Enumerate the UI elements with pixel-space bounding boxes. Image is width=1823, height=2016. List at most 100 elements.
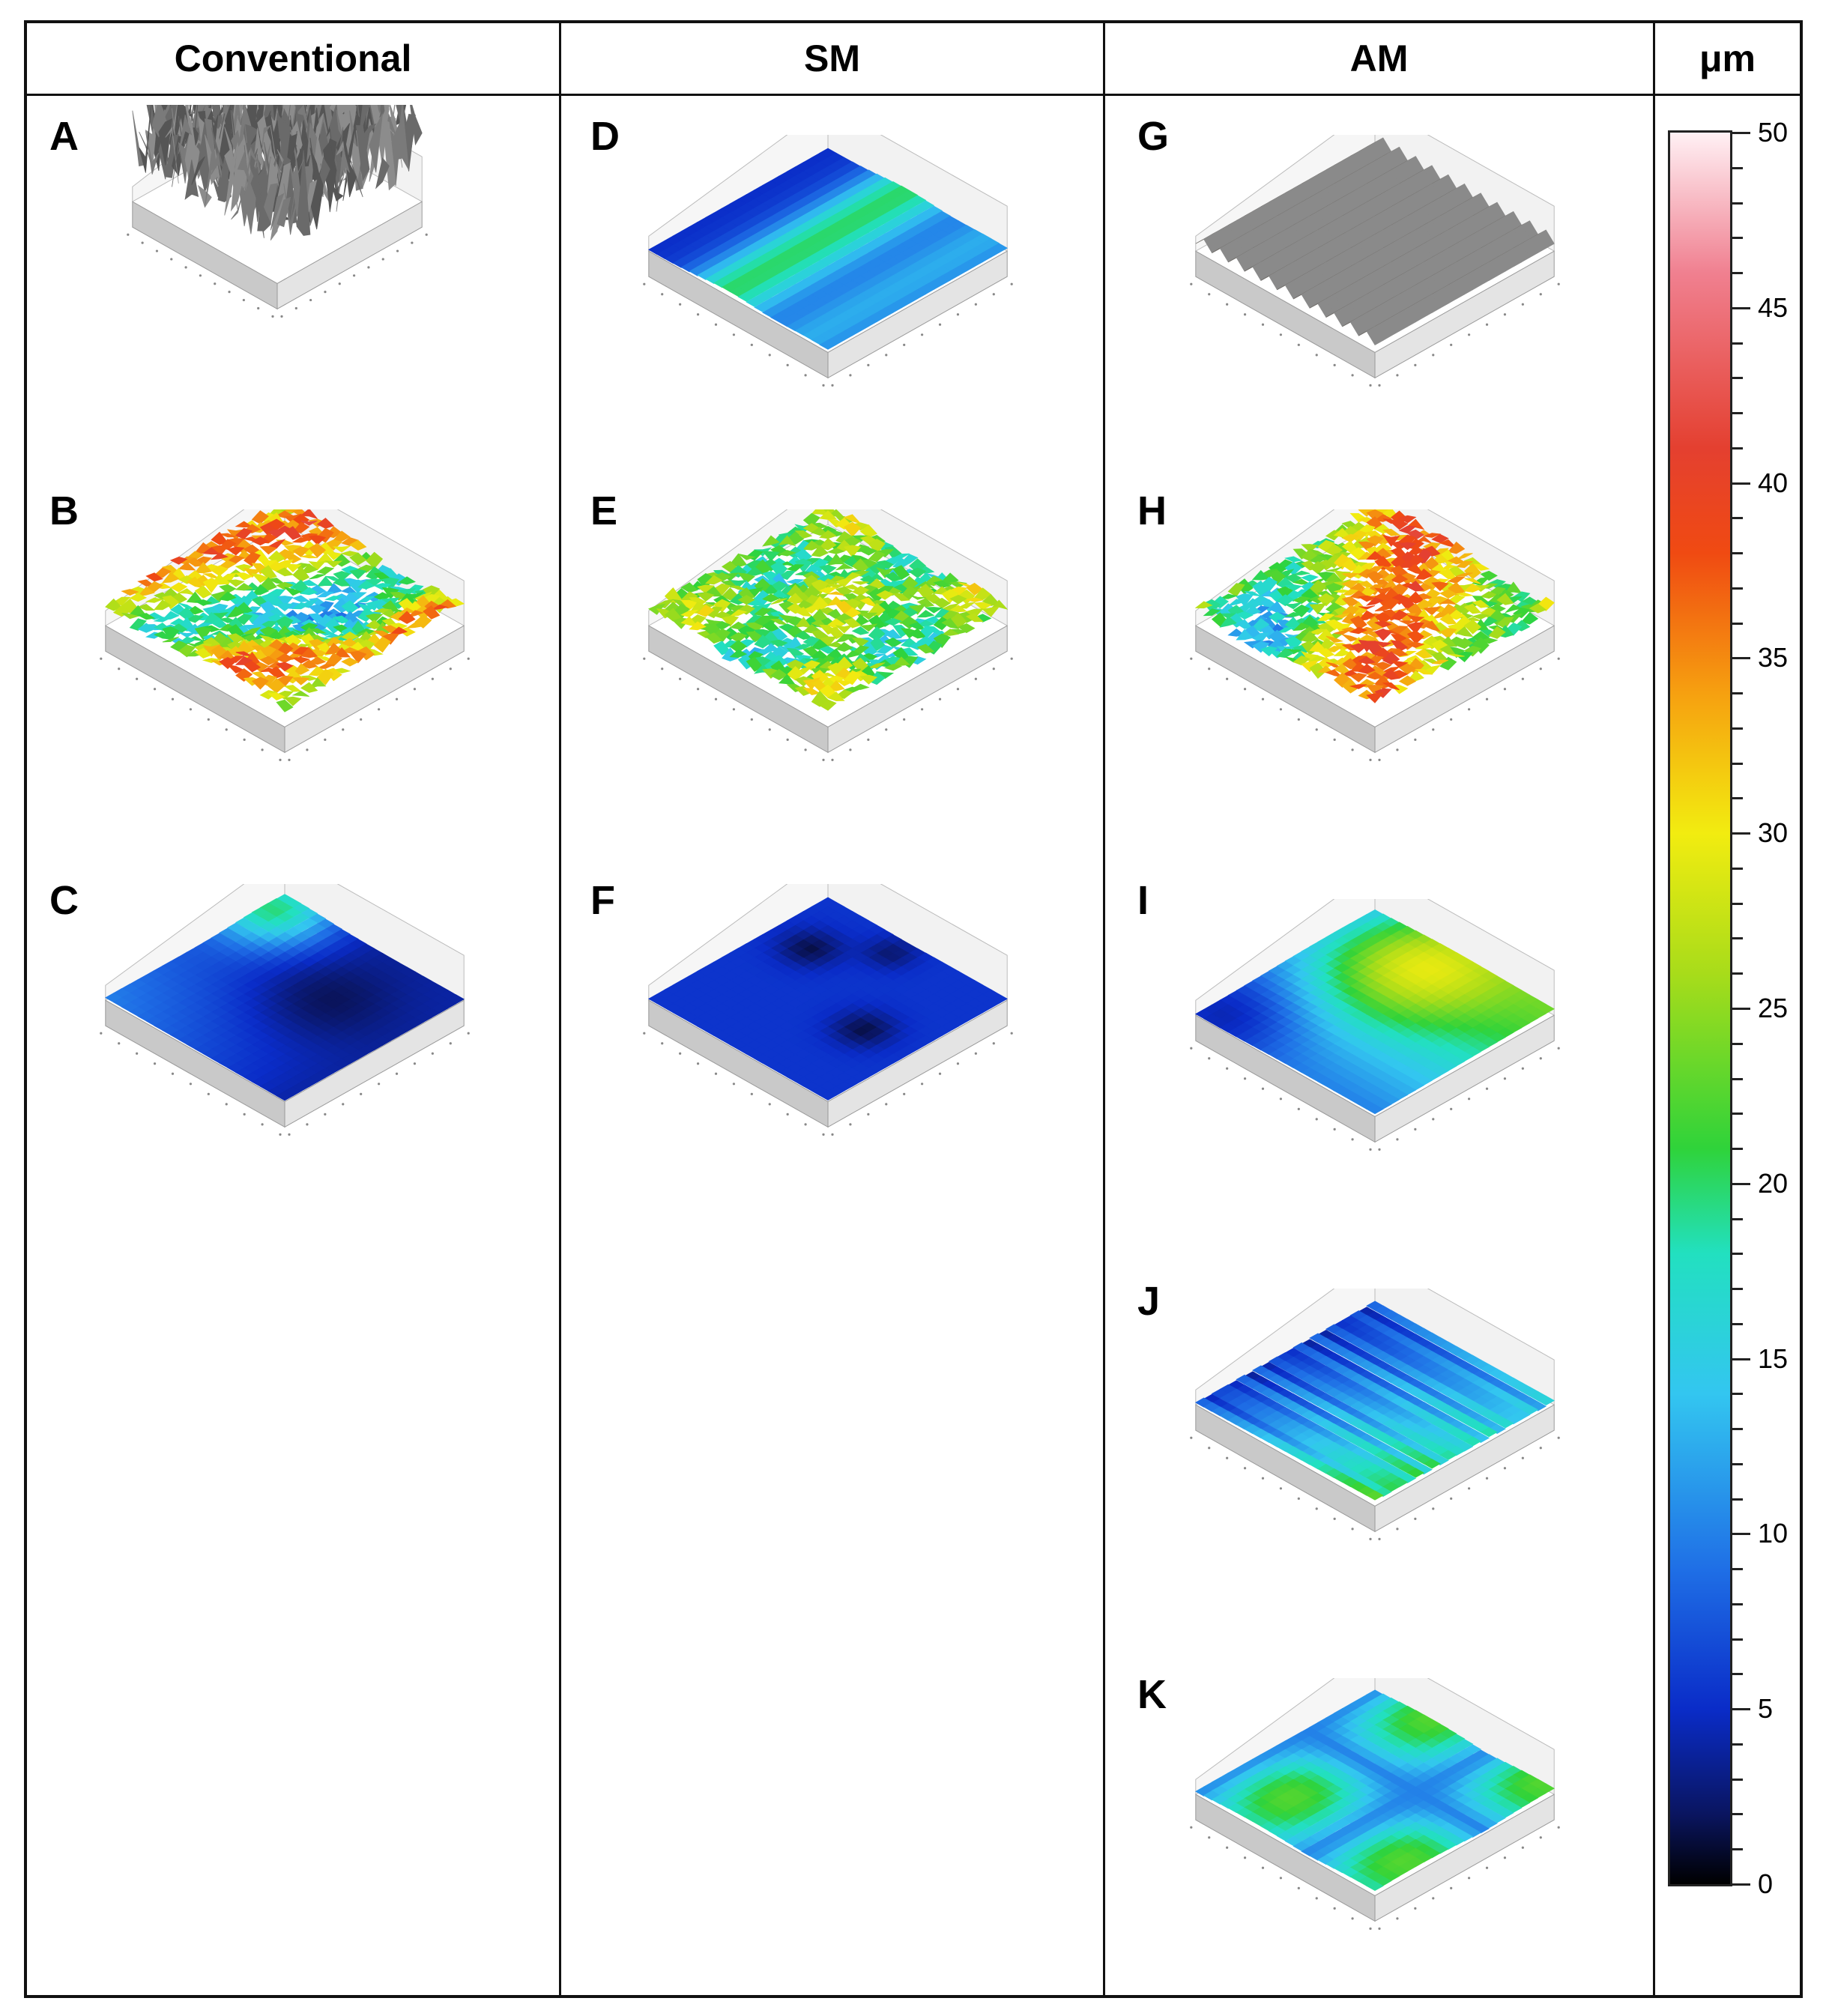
surface-cell (1194, 601, 1213, 609)
surface-cell (1529, 603, 1547, 614)
surface-plot-j (1180, 1289, 1570, 1603)
surface-cell (187, 641, 204, 647)
axis-tick (378, 1083, 381, 1086)
surface-cell (819, 537, 837, 551)
surface-cell (169, 582, 188, 593)
axis-tick (1503, 1077, 1507, 1080)
surface-cell (154, 567, 172, 578)
axis-tick (1503, 313, 1507, 316)
surface-cell (1309, 602, 1327, 615)
surface-cell (802, 660, 820, 671)
surface-cell (1505, 581, 1523, 594)
axis-tick (1010, 1032, 1013, 1035)
surface-cell (300, 509, 318, 520)
surface-cell (1390, 518, 1409, 530)
axis-tick (661, 668, 664, 671)
axis-tick (903, 1092, 906, 1095)
axis-tick (324, 1113, 327, 1116)
surface-cell (875, 671, 895, 679)
surface-cell (901, 585, 919, 600)
surface-cell (1431, 659, 1449, 665)
surface-cell (235, 668, 253, 682)
surface-cell (729, 609, 748, 617)
surface-cell (835, 634, 853, 643)
axis-tick (1503, 688, 1507, 691)
axis-tick (1557, 282, 1560, 285)
axis-tick (1378, 758, 1381, 761)
surface-cell (730, 585, 747, 590)
surface-cell (235, 572, 253, 581)
surface-cell (226, 546, 245, 556)
surface-cell (729, 649, 748, 659)
axis-tick (1468, 333, 1471, 336)
surface-cell (746, 587, 764, 598)
panel-label-d: D (590, 114, 620, 159)
surface-cell (219, 657, 237, 670)
axis-tick (1414, 738, 1417, 741)
axis-tick (1369, 384, 1372, 387)
surface-cell (290, 160, 304, 223)
surface-cell (316, 668, 334, 685)
surface-cell (738, 554, 756, 560)
surface-cell (1448, 541, 1466, 554)
axis-tick (1414, 363, 1417, 366)
surface-cell (884, 638, 902, 648)
axis-tick (306, 748, 309, 751)
surface-cell (827, 553, 845, 566)
surface-cell (349, 650, 367, 664)
surface-cell (1358, 541, 1376, 551)
surface-cell (259, 921, 277, 932)
surface-cell (1390, 593, 1409, 605)
surface-cell (835, 679, 853, 686)
surface-cell (267, 666, 285, 679)
surface-cell (737, 291, 755, 302)
surface-cell (1219, 616, 1238, 628)
column-header-sm: SM (804, 37, 860, 79)
axis-tick (279, 758, 282, 761)
surface-cell (827, 626, 845, 640)
surface-wall (827, 250, 1008, 379)
axis-tick (153, 688, 157, 691)
axis-tick (214, 282, 217, 285)
surface-cell (851, 626, 870, 635)
surface-cell (689, 266, 707, 276)
axis-tick (225, 1103, 228, 1106)
surface-cell (876, 549, 895, 558)
surface-cell (235, 521, 253, 528)
surface-plot-e (633, 509, 1023, 824)
surface-cell (835, 563, 853, 571)
axis-tick (1369, 758, 1372, 761)
surface-cell (1341, 658, 1360, 670)
surface-cell (1293, 596, 1311, 605)
axis-tick (831, 384, 834, 387)
surface-cell (276, 1091, 294, 1101)
axis-tick (992, 293, 995, 296)
surface-cell (267, 578, 286, 585)
axis-tick (342, 728, 345, 731)
axis-tick (467, 657, 470, 660)
surface-cell (819, 1090, 837, 1101)
surface-cell (291, 690, 309, 697)
surface-cell (211, 127, 226, 170)
surface-cell (211, 618, 229, 629)
axis-tick (1226, 677, 1229, 680)
axis-tick (1261, 1087, 1265, 1090)
surface-cell (746, 631, 764, 643)
surface-cell (1382, 668, 1400, 680)
surface-cell (276, 510, 294, 518)
surface-cell (300, 682, 318, 693)
surface-cell (1317, 593, 1335, 607)
surface-cell (153, 631, 172, 640)
surface-cell (941, 617, 959, 629)
axis-tick (974, 677, 977, 680)
surface-cell (290, 121, 304, 153)
axis-tick (1378, 384, 1381, 387)
surface-cell (153, 617, 172, 623)
surface-cell (883, 664, 903, 671)
surface-cell (186, 614, 205, 623)
surface-cell (1390, 649, 1409, 657)
surface-cell (1456, 572, 1473, 577)
axis-tick (413, 688, 417, 691)
column-divider (1653, 23, 1655, 1995)
surface-cell (316, 591, 335, 598)
